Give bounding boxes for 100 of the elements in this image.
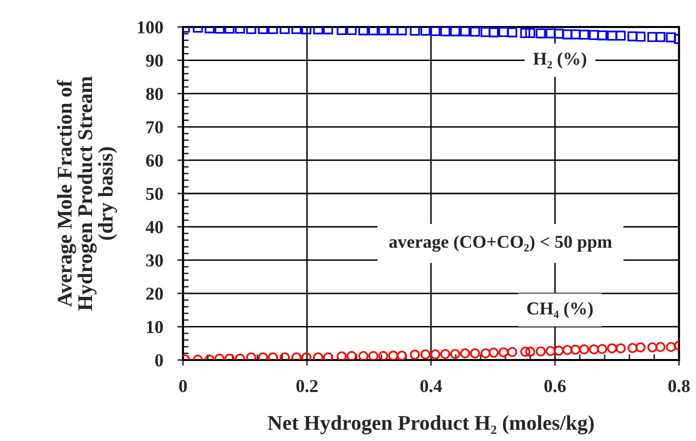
point — [562, 345, 572, 356]
y-tick-label: 50 — [146, 188, 163, 200]
y-tick-label: 30 — [146, 254, 163, 267]
x-tick-label: 0 — [179, 380, 187, 392]
point — [336, 351, 347, 360]
point — [554, 28, 564, 39]
point — [554, 346, 564, 356]
point — [636, 342, 646, 352]
point — [358, 351, 368, 360]
point — [430, 27, 440, 36]
point — [368, 27, 378, 36]
point — [323, 352, 334, 360]
point — [666, 342, 676, 352]
point — [313, 27, 324, 34]
point — [378, 27, 388, 36]
point — [460, 27, 470, 36]
point — [579, 344, 590, 354]
point — [597, 344, 608, 354]
y-tick-label: 100 — [138, 21, 163, 34]
y-tick-label: 70 — [146, 121, 163, 134]
point — [323, 27, 334, 34]
point — [313, 352, 324, 360]
point — [440, 27, 450, 36]
point — [450, 349, 460, 360]
y-axis-title: Average Mole Fraction of Hydrogen Product Stream (dry basis) — [56, 76, 118, 311]
point — [346, 27, 357, 35]
point — [525, 346, 536, 357]
point — [498, 27, 509, 37]
point — [388, 27, 398, 36]
point — [301, 352, 312, 360]
point — [607, 30, 618, 41]
point — [597, 30, 608, 40]
point — [570, 344, 580, 355]
point — [450, 27, 460, 36]
x-axis-title: Net Hydrogen Product H₂ (moles/kg) — [268, 415, 594, 434]
point — [647, 342, 658, 352]
point — [536, 346, 546, 356]
point — [498, 347, 509, 358]
point — [507, 347, 518, 358]
point — [358, 27, 368, 36]
point — [480, 348, 491, 358]
point — [378, 351, 388, 360]
point — [546, 28, 556, 38]
annotation: average (CO+CO₂) < 50 ppm — [389, 235, 612, 252]
point — [291, 352, 302, 360]
x-tick-label: 0.2 — [296, 380, 318, 392]
point — [420, 349, 430, 360]
point — [520, 28, 530, 38]
point — [280, 352, 290, 360]
point — [346, 351, 357, 360]
point — [410, 350, 420, 360]
point — [579, 30, 590, 40]
y-tick-label: 0 — [155, 354, 163, 366]
point — [616, 343, 626, 354]
x-tick-label: 0.6 — [544, 380, 566, 392]
point — [301, 27, 312, 34]
point — [258, 352, 268, 360]
point — [460, 348, 470, 358]
point — [570, 29, 580, 40]
point — [396, 350, 407, 360]
point — [388, 350, 398, 360]
point — [430, 349, 440, 360]
point — [470, 348, 480, 358]
series-label: CH₄ (%) — [527, 302, 593, 318]
series-label: H₂ (%) — [533, 52, 586, 68]
point — [520, 346, 530, 357]
y-tick-label: 20 — [146, 288, 163, 300]
point — [480, 27, 491, 37]
point — [410, 27, 420, 36]
point — [589, 344, 600, 354]
point — [368, 351, 378, 360]
point — [507, 27, 518, 38]
point — [607, 343, 618, 354]
point — [488, 348, 499, 358]
point — [268, 352, 278, 360]
point — [536, 28, 546, 38]
y-tick-label: 60 — [146, 154, 163, 167]
point — [488, 27, 499, 38]
point — [616, 30, 626, 41]
point — [396, 27, 407, 36]
point — [562, 29, 572, 40]
point — [589, 30, 600, 40]
point — [246, 352, 256, 360]
point — [636, 32, 646, 42]
point — [628, 31, 638, 42]
point — [420, 27, 430, 36]
y-tick-label: 40 — [146, 221, 163, 234]
point — [647, 32, 658, 42]
y-tick-label: 80 — [146, 88, 163, 100]
y-tick-label: 90 — [146, 54, 163, 67]
point — [336, 27, 347, 35]
point — [470, 27, 480, 37]
point — [440, 349, 450, 360]
point — [655, 342, 666, 352]
x-tick-label: 0.4 — [420, 380, 442, 392]
point — [655, 32, 666, 42]
point — [628, 343, 638, 354]
point — [666, 32, 676, 42]
point — [525, 28, 536, 38]
y-tick-label: 10 — [146, 320, 163, 334]
